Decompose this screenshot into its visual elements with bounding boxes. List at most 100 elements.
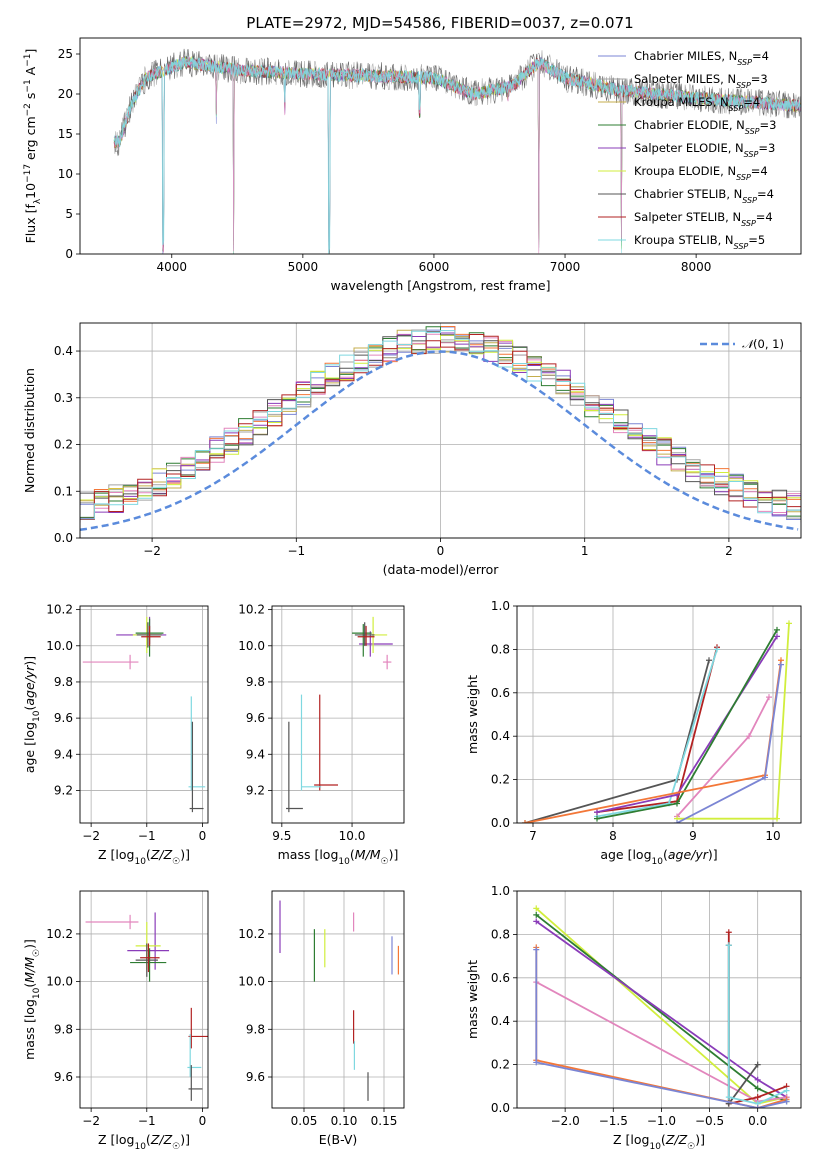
data-point (188, 696, 206, 791)
y-tick-label: 10.0 (238, 975, 265, 989)
weight-marker (754, 1105, 761, 1108)
axes-frame (79, 890, 209, 1109)
legend-entry: Kroupa ELODIE, NSSP=4 (634, 164, 768, 182)
x-tick-label: 7000 (550, 260, 581, 274)
legend-entry: Kroupa MILES, NSSP=4 (634, 95, 760, 113)
weight-marker (774, 626, 780, 633)
y-axis-label: mass weight (465, 960, 480, 1039)
y-tick-label: 9.8 (54, 675, 73, 689)
figure-title: PLATE=2972, MJD=54586, FIBERID=0037, z=0… (246, 14, 633, 32)
age-vs-mass-panel: 9.5 10.0 9.2 9.4 9.6 9.8 10.0 10.2 mass [log10(M… (238, 603, 405, 867)
y-tick-label: 1.0 (491, 884, 510, 898)
data-point (189, 721, 204, 813)
weight-line (524, 660, 710, 823)
x-tick-label: 8 (609, 829, 617, 843)
weight-marker (786, 620, 792, 627)
age-vs-mass-grid (272, 606, 404, 823)
age-vs-Z-panel: −2 −1 0 9.2 9.4 9.6 9.8 10.0 10.2 Z [log10(Z/Z☉)]… (22, 603, 209, 867)
residual-histograms (80, 326, 801, 532)
x-axis-label: Z [log10(Z/Z☉)] (613, 1132, 705, 1152)
x-axis-label: Z [log10(Z/Z☉)] (98, 847, 190, 867)
weight-marker (774, 815, 780, 822)
y-tick-label: 0.2 (491, 1058, 510, 1072)
y-tick-label: 0.3 (54, 391, 73, 405)
data-point (140, 943, 160, 973)
mass-vs-Z-points (85, 912, 208, 1101)
data-point (314, 694, 338, 791)
residual-histogram (80, 330, 801, 520)
data-point (354, 622, 375, 646)
x-tick-label: −1.5 (599, 1114, 628, 1128)
y-axis-label: Flux [fλ10−17 erg cm−2 s−1 A−1] (23, 49, 43, 244)
y-axis-label: mass weight (465, 675, 480, 754)
x-tick-label: 0.10 (331, 1114, 358, 1128)
y-tick-label: 20 (58, 87, 73, 101)
x-tick-label: −1 (138, 829, 156, 843)
weight-marker (762, 774, 768, 781)
age-vs-Z-points (82, 616, 206, 813)
x-tick-label: −2.0 (551, 1114, 580, 1128)
normal-legend-label: 𝒩(0, 1) (742, 337, 784, 351)
weight-line (535, 949, 787, 1108)
mass-vs-Z-grid (80, 891, 208, 1108)
data-point (116, 616, 167, 644)
axes-frame (79, 322, 802, 539)
data-point (357, 625, 375, 646)
y-tick-label: 5 (65, 207, 73, 221)
y-tick-label: 0.0 (54, 531, 73, 545)
weight-marker (533, 911, 540, 918)
x-tick-label: 4000 (156, 260, 187, 274)
y-tick-label: 9.6 (246, 711, 265, 725)
y-tick-label: 0.0 (491, 816, 510, 830)
weight-vs-Z-series (533, 905, 790, 1108)
y-axis-label: Normed distribution (22, 368, 37, 493)
y-tick-label: 10.0 (46, 975, 73, 989)
weight-vs-age-panel: 7 8 9 10 0.0 0.2 0.4 0.6 0.8 1.0 age [log10(age/yr… (465, 599, 802, 867)
x-tick-label: −1.0 (647, 1114, 676, 1128)
x-tick-label: 9 (689, 829, 697, 843)
y-tick-label: 9.6 (246, 1070, 265, 1084)
y-tick-label: 0 (65, 247, 73, 261)
x-axis-label: wavelength [Angstrom, rest frame] (330, 278, 550, 293)
y-tick-label: 9.8 (246, 675, 265, 689)
x-tick-label: −2 (82, 1114, 100, 1128)
mass-vs-EBV-panel: 0.05 0.10 0.15 9.6 9.8 10.0 10.2 E(B-V) (238, 890, 405, 1147)
y-tick-label: 9.4 (54, 747, 73, 761)
normal-curve (80, 350, 799, 532)
weight-marker (754, 1094, 761, 1101)
weight-marker (754, 1061, 761, 1068)
legend-entry: Salpeter MILES, NSSP=3 (634, 72, 768, 90)
x-tick-label: 2 (725, 544, 733, 558)
x-tick-label: −2 (82, 829, 100, 843)
data-point (82, 654, 139, 670)
spectrum-series (113, 57, 801, 254)
mass-vs-EBV-points (279, 900, 399, 1101)
y-tick-label: 9.8 (54, 1022, 73, 1036)
axes-frame (516, 605, 802, 824)
y-tick-label: 9.6 (54, 1070, 73, 1084)
weight-marker (754, 1076, 761, 1083)
y-tick-label: 0.8 (491, 642, 510, 656)
x-tick-label: −1 (138, 1114, 156, 1128)
weight-marker (533, 905, 540, 912)
spectrum-panel: 4000 5000 6000 7000 8000 0 5 10 15 20 25 wavelength… (23, 37, 802, 293)
mass-vs-Z-panel: −2 −1 0 9.6 9.8 10.0 10.2 Z [log10(Z/Z☉)] mass [… (22, 890, 209, 1152)
x-axis-label: Z [log10(Z/Z☉)] (98, 1132, 190, 1152)
y-tick-label: 0.4 (491, 729, 510, 743)
data-point (188, 1065, 203, 1101)
spectrum-series (113, 56, 801, 254)
x-tick-label: 9.5 (272, 829, 291, 843)
mass-vs-EBV-grid (272, 891, 404, 1108)
data-point (286, 721, 303, 813)
weight-marker (783, 1098, 790, 1105)
spectrum-series (113, 56, 801, 254)
y-axis-label: age [log10(age/yr)] (22, 656, 42, 773)
data-point (300, 694, 322, 791)
data-point (85, 914, 139, 930)
y-tick-label: 10.2 (238, 927, 265, 941)
weight-marker (533, 1059, 540, 1066)
y-tick-label: 25 (58, 47, 73, 61)
x-axis-label: age [log10(age/yr)] (600, 847, 717, 867)
y-tick-label: 10 (58, 167, 73, 181)
